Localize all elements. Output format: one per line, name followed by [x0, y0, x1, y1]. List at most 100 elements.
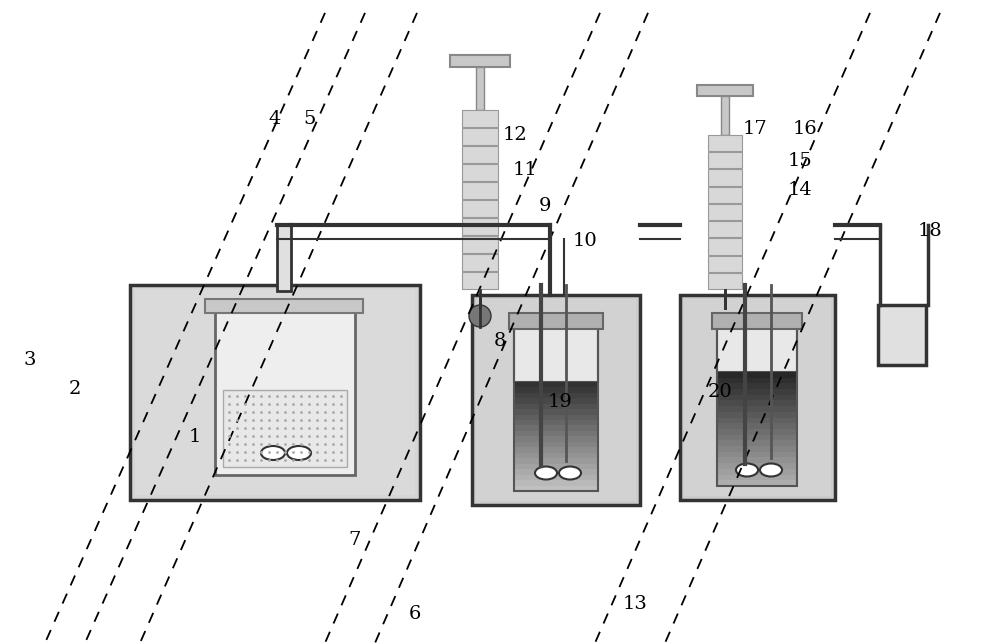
- Bar: [514, 323, 598, 491]
- Bar: [717, 406, 797, 413]
- Bar: [462, 182, 498, 199]
- Bar: [514, 420, 598, 426]
- Bar: [514, 442, 598, 448]
- Text: 1: 1: [189, 428, 201, 446]
- Text: 6: 6: [409, 605, 421, 623]
- Text: 9: 9: [539, 197, 551, 215]
- Bar: [708, 135, 742, 151]
- Ellipse shape: [736, 464, 758, 476]
- Bar: [223, 390, 347, 467]
- Bar: [717, 457, 797, 464]
- Bar: [462, 254, 498, 271]
- Bar: [717, 469, 797, 476]
- Bar: [462, 128, 498, 145]
- Bar: [717, 395, 797, 401]
- Bar: [472, 295, 640, 505]
- Bar: [708, 170, 742, 186]
- Bar: [514, 398, 598, 404]
- Bar: [717, 429, 797, 436]
- Bar: [514, 437, 598, 443]
- Bar: [708, 186, 742, 203]
- Bar: [717, 389, 797, 395]
- Bar: [717, 423, 797, 430]
- Bar: [717, 417, 797, 424]
- Bar: [514, 409, 598, 415]
- Bar: [721, 96, 729, 135]
- Bar: [717, 446, 797, 453]
- Bar: [514, 469, 598, 476]
- Text: 17: 17: [743, 120, 767, 138]
- Bar: [717, 383, 797, 390]
- Bar: [514, 480, 598, 487]
- Bar: [514, 404, 598, 410]
- Bar: [514, 323, 598, 382]
- Bar: [462, 272, 498, 289]
- Bar: [514, 415, 598, 421]
- Bar: [450, 55, 510, 67]
- Bar: [717, 440, 797, 447]
- Bar: [717, 463, 797, 470]
- Bar: [514, 393, 598, 399]
- Ellipse shape: [261, 446, 285, 460]
- Bar: [708, 152, 742, 168]
- Bar: [717, 475, 797, 482]
- Bar: [462, 164, 498, 181]
- Bar: [476, 67, 484, 110]
- Text: 8: 8: [494, 332, 506, 350]
- Text: 11: 11: [513, 161, 537, 179]
- Text: 20: 20: [708, 383, 732, 401]
- Text: 2: 2: [69, 380, 81, 398]
- Bar: [462, 200, 498, 217]
- Bar: [514, 464, 598, 470]
- Bar: [712, 313, 802, 329]
- Bar: [708, 273, 742, 289]
- Bar: [462, 110, 498, 127]
- Bar: [708, 255, 742, 272]
- Text: 7: 7: [349, 531, 361, 549]
- Bar: [514, 448, 598, 454]
- Bar: [717, 372, 797, 379]
- Bar: [514, 426, 598, 432]
- Text: 5: 5: [304, 110, 316, 128]
- Bar: [717, 323, 797, 372]
- Bar: [514, 453, 598, 459]
- Bar: [708, 239, 742, 255]
- Bar: [717, 480, 797, 487]
- Text: 4: 4: [269, 110, 281, 128]
- Bar: [717, 377, 797, 385]
- Bar: [130, 285, 420, 500]
- Bar: [697, 85, 753, 96]
- Bar: [717, 452, 797, 458]
- Bar: [717, 412, 797, 419]
- Text: 16: 16: [793, 120, 817, 138]
- Bar: [514, 475, 598, 481]
- Ellipse shape: [760, 464, 782, 476]
- Bar: [514, 485, 598, 492]
- Bar: [462, 146, 498, 163]
- Bar: [514, 387, 598, 394]
- Bar: [717, 401, 797, 407]
- Bar: [717, 435, 797, 441]
- Bar: [509, 313, 603, 329]
- Bar: [684, 299, 831, 496]
- Bar: [708, 221, 742, 237]
- Ellipse shape: [287, 446, 311, 460]
- Bar: [135, 290, 415, 495]
- Bar: [878, 305, 926, 365]
- Bar: [514, 382, 598, 388]
- Bar: [476, 299, 636, 501]
- Bar: [717, 323, 797, 486]
- Text: 14: 14: [788, 181, 812, 199]
- Ellipse shape: [559, 467, 581, 480]
- Bar: [215, 305, 355, 475]
- Text: 18: 18: [918, 222, 942, 240]
- Bar: [462, 236, 498, 253]
- Text: 10: 10: [573, 232, 597, 250]
- Bar: [462, 218, 498, 235]
- Bar: [514, 431, 598, 437]
- Bar: [277, 225, 291, 291]
- Bar: [205, 299, 363, 313]
- Bar: [680, 295, 835, 500]
- Ellipse shape: [535, 467, 557, 480]
- Text: 13: 13: [623, 595, 647, 613]
